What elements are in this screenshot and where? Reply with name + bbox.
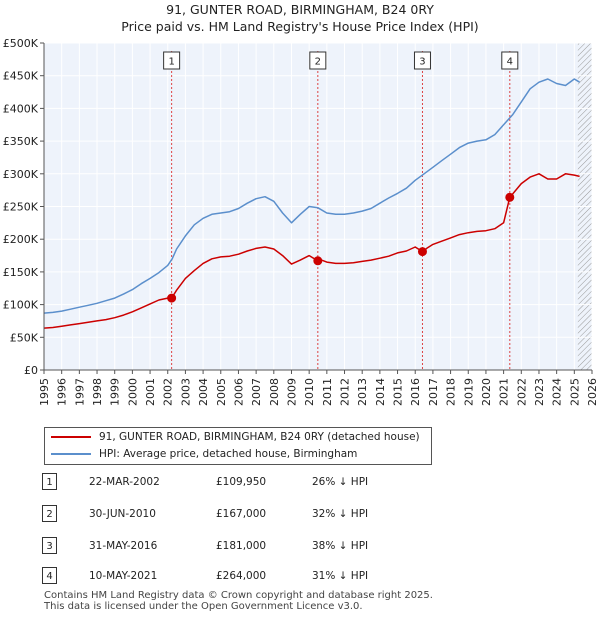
x-tick-label: 2025 — [568, 378, 581, 406]
x-tick-label: 2007 — [250, 378, 263, 406]
x-tick-label: 2013 — [356, 378, 369, 406]
x-tick-label: 2023 — [533, 378, 546, 406]
legend-swatch-red — [51, 436, 91, 438]
y-tick-label: £100K — [3, 299, 39, 312]
y-tick-label: £200K — [3, 233, 39, 246]
x-tick-label: 1996 — [56, 378, 69, 406]
row-date: 31-MAY-2016 — [89, 540, 158, 552]
row-number: 3 — [42, 537, 57, 554]
x-tick-label: 2017 — [427, 378, 440, 406]
sale-point — [167, 293, 177, 303]
y-axis: £0 £50K £100K £150K £200K £250K £300K £350K £400… — [3, 37, 45, 377]
row-number: 1 — [42, 473, 57, 490]
row-hpi: 31% ↓ HPI — [312, 570, 369, 582]
x-tick-label: 2004 — [197, 378, 210, 406]
x-tick-label: 2019 — [462, 378, 475, 406]
x-tick-label: 2008 — [268, 378, 281, 406]
x-tick-label: 2001 — [144, 378, 157, 406]
legend-item-hpi: HPI: Average price, detached house, Birm… — [51, 446, 357, 462]
x-tick-label: 2006 — [232, 378, 245, 406]
legend: 91, GUNTER ROAD, BIRMINGHAM, B24 0RY (de… — [44, 427, 432, 465]
x-tick-label: 2002 — [162, 378, 175, 406]
sale-number-label: 2 — [315, 57, 321, 68]
x-tick-label: 1998 — [91, 378, 104, 406]
sale-point — [313, 256, 323, 266]
x-tick-label: 2021 — [498, 378, 511, 406]
chart-title: 91, GUNTER ROAD, BIRMINGHAM, B24 0RY — [166, 2, 434, 17]
y-tick-label: £0 — [24, 364, 38, 377]
sale-number-label: 3 — [419, 57, 425, 68]
x-tick-label: 2009 — [285, 378, 298, 406]
x-tick-label: 2020 — [480, 378, 493, 406]
x-tick-label: 2015 — [392, 378, 405, 406]
sale-number-label: 4 — [507, 57, 513, 68]
sale-point — [417, 247, 427, 257]
x-tick-label: 2012 — [339, 378, 352, 406]
row-hpi: 26% ↓ HPI — [312, 476, 369, 488]
sale-number-boxes: 1 2 3 4 — [163, 51, 519, 70]
row-date: 30-JUN-2010 — [89, 508, 156, 520]
row-date: 10-MAY-2021 — [89, 570, 158, 582]
sale-marker-lines — [171, 51, 511, 370]
x-tick-label: 2018 — [445, 378, 458, 406]
sale-number-box — [501, 51, 519, 70]
y-tick-label: £300K — [3, 168, 39, 181]
y-tick-label: £450K — [3, 70, 39, 83]
y-tick-label: £50K — [10, 331, 39, 344]
x-tick-label: 1997 — [73, 378, 86, 406]
x-tick-label: 1999 — [109, 378, 122, 406]
y-tick-label: £400K — [3, 102, 39, 115]
x-tick-label: 2003 — [179, 378, 192, 406]
x-tick-label: 2000 — [126, 378, 139, 406]
hpi-line — [43, 78, 580, 314]
sale-number-label: 1 — [168, 57, 174, 68]
x-tick-label: 2014 — [374, 378, 387, 406]
price-chart: 1 2 3 4 £0 £50K £100K £150K £200K £250K £300K £350… — [3, 37, 599, 406]
row-price: £109,950 — [216, 476, 267, 488]
row-hpi: 32% ↓ HPI — [312, 508, 369, 520]
row-hpi: 38% ↓ HPI — [312, 540, 369, 552]
x-tick-label: 1995 — [38, 378, 51, 406]
x-tick-label: 2022 — [515, 378, 528, 406]
legend-swatch-blue — [51, 453, 91, 455]
legend-label-property: 91, GUNTER ROAD, BIRMINGHAM, B24 0RY (de… — [99, 431, 420, 443]
sale-point — [505, 192, 515, 202]
legend-label-hpi: HPI: Average price, detached house, Birm… — [99, 448, 358, 460]
sale-number-box — [163, 51, 181, 70]
x-tick-label: 2026 — [586, 378, 599, 406]
x-tick-label: 2016 — [409, 378, 422, 406]
x-axis: 1995 1996 1997 1998 1999 2000 2001 2002 2003 2004… — [38, 369, 599, 406]
y-tick-label: £350K — [3, 135, 39, 148]
y-tick-label: £150K — [3, 266, 39, 279]
footer-copyright: Contains HM Land Registry data © Crown c… — [44, 590, 433, 601]
footer-license: This data is licensed under the Open Gov… — [44, 601, 363, 612]
legend-item-property: 91, GUNTER ROAD, BIRMINGHAM, B24 0RY (de… — [51, 429, 420, 445]
x-tick-label: 2010 — [303, 378, 316, 406]
row-number: 2 — [42, 505, 57, 522]
x-tick-label: 2011 — [321, 378, 334, 406]
x-tick-label: 2005 — [215, 378, 228, 406]
sale-points — [167, 192, 515, 303]
y-tick-label: £500K — [3, 37, 39, 50]
x-tick-label: 2024 — [551, 378, 564, 406]
sale-number-box — [413, 51, 431, 70]
row-price: £264,000 — [216, 570, 267, 582]
sale-number-box — [309, 51, 327, 70]
row-date: 22-MAR-2002 — [89, 476, 160, 488]
row-price: £167,000 — [216, 508, 267, 520]
y-tick-label: £250K — [3, 201, 39, 214]
row-number: 4 — [42, 567, 57, 584]
chart-subtitle: Price paid vs. HM Land Registry's House … — [121, 19, 479, 34]
row-price: £181,000 — [216, 540, 267, 552]
